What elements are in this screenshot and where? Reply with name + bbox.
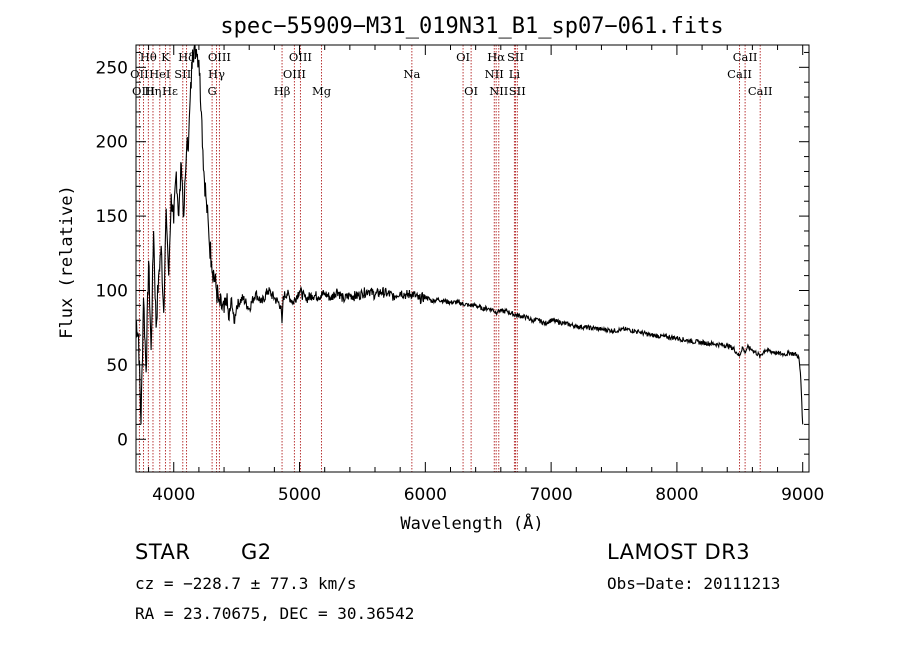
y-tick-label: 150 [96,207,128,227]
x-tick-label: 7000 [529,485,572,505]
spectral-line-label: Mg [312,84,332,98]
x-tick-label: 6000 [404,485,447,505]
spectral-line-label: CaII [733,50,758,64]
spectral-line-label: Hβ [274,84,291,98]
y-tick-label: 200 [96,133,128,153]
axis-ticks: 4000 5000 6000 7000 8000 9000 0 50 100 150 200 250 [96,45,824,505]
x-tick-label: 9000 [781,485,824,505]
y-tick-label: 50 [106,356,128,376]
spectral-line-markers [138,45,761,472]
spectral-line-label: NII [485,67,504,81]
y-tick-label: 100 [96,281,128,301]
x-tick-label: 4000 [152,485,195,505]
spectrum-series-line [135,44,804,425]
observation-date: Obs−Date: 20111213 [607,574,781,593]
spectral-line-label: SII [509,84,526,98]
plot-frame [135,44,810,473]
spectral-line-label: OII [130,67,149,81]
x-tick-label: 8000 [655,485,698,505]
sky-coordinates: RA = 23.70675, DEC = 30.36542 [135,604,415,623]
spectral-line-label: OI [464,84,478,98]
spectral-line-label: CaII [727,67,752,81]
spectral-line-label: Li [509,67,521,81]
chart-title: spec−55909−M31_019N31_B1_sp07−061.fits [220,14,723,39]
y-tick-label: 250 [96,58,128,78]
survey-name: LAMOST DR3 [607,540,751,564]
spectral-line-label: HeI [149,67,170,81]
spectral-line-label: Hα [487,50,505,64]
spectral-line-label: SII [507,50,524,64]
redshift-cz: cz = −228.7 ± 77.3 km/s [135,574,357,593]
spectral-line-label: OIII [289,50,312,64]
spectral-line-label: G [208,84,217,98]
spectral-line-label: Hγ [208,67,225,81]
spectral-line-label: OI [456,50,470,64]
spectral-line-label: Na [403,67,420,81]
spectral-line-label: Hη [145,84,162,98]
spectral-line-label: Hθ [140,50,157,64]
x-axis-label: Wavelength (Å) [400,512,543,534]
object-subclass: G2 [241,540,272,564]
spectral-line-label: Hδ [178,50,195,64]
object-class: STAR [135,540,191,564]
spectral-line-labels: Hθ OII OIII K HeI Hη Hε SII Hδ OIII Hγ G OIII OIII Hβ M… [130,50,772,98]
spectral-line-label: OIII [132,84,155,98]
x-tick-label: 5000 [278,485,321,505]
spectral-line-label: NII [489,84,508,98]
spectral-line-label: OIII [283,67,306,81]
spectral-line-label: SII [174,67,191,81]
spectral-line-label: K [161,50,170,64]
y-tick-label: 0 [117,430,128,450]
spectral-line-label: Hε [162,84,178,98]
spectral-line-label: CaII [748,84,773,98]
y-axis-label: Flux (relative) [57,185,77,339]
spectral-line-label: OIII [208,50,231,64]
